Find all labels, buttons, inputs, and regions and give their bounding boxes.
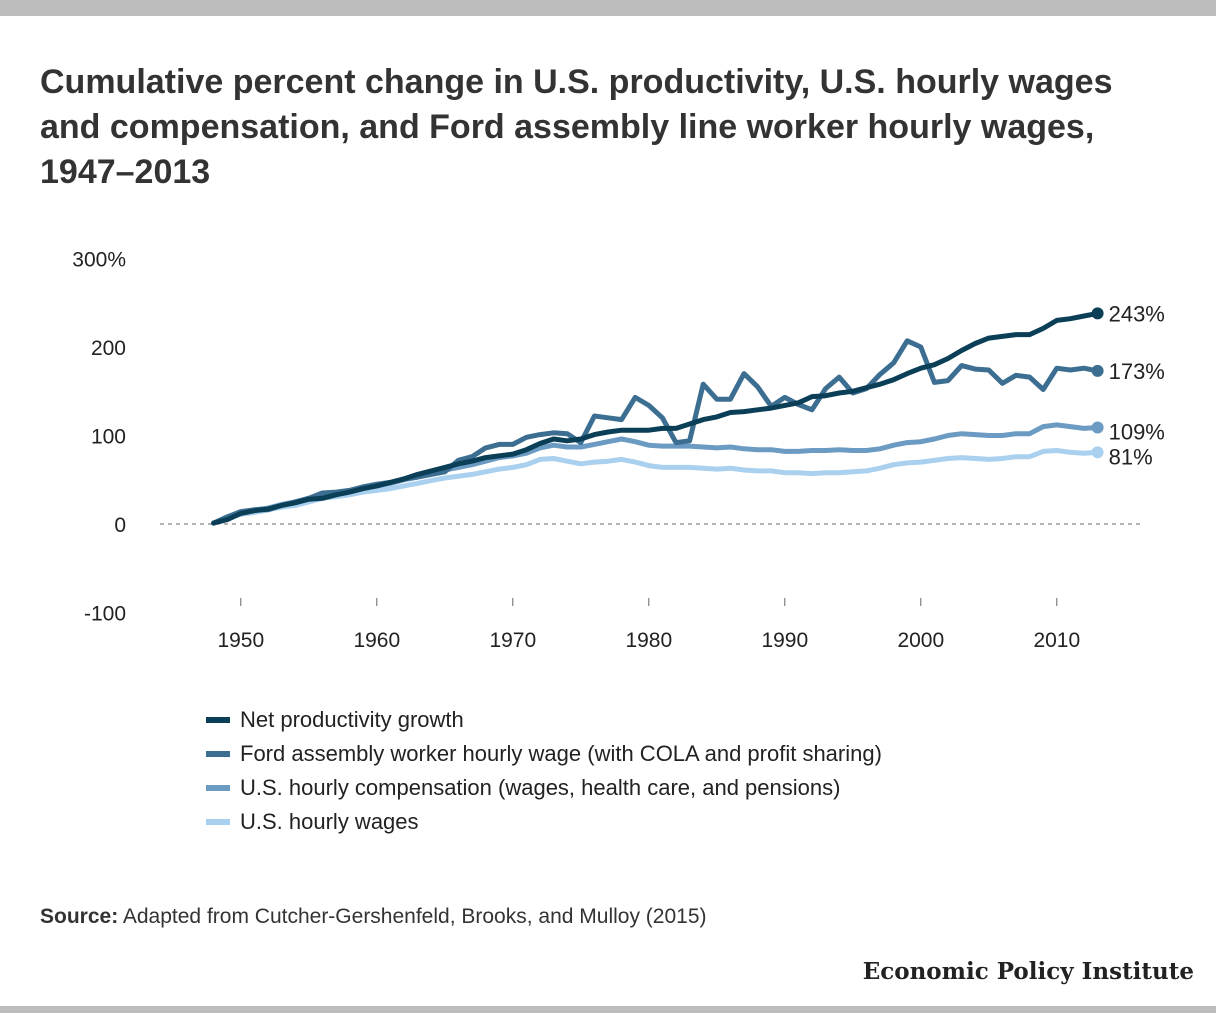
end-markers: 243% 173% 109%81% — [1091, 301, 1165, 469]
x-tick-label: 2010 — [1033, 629, 1080, 652]
x-tick-label: 1980 — [625, 629, 672, 652]
y-axis: 300% 200 100 0 -100 — [72, 249, 126, 626]
series-line — [211, 422, 1101, 526]
x-axis: 1950 1960 1970 1980 1990 2000 2010 — [217, 598, 1080, 652]
x-tick-label: 2000 — [897, 629, 944, 652]
legend: Net productivity growth Ford assembly wor… — [206, 703, 882, 839]
legend-swatch — [206, 717, 230, 723]
source-text: Adapted from Cutcher-Gershenfeld, Brooks… — [122, 905, 707, 928]
legend-item: Ford assembly worker hourly wage (with C… — [206, 737, 882, 771]
series-lines — [211, 310, 1101, 526]
legend-label: U.S. hourly wages — [240, 809, 419, 834]
source-note: Source: Adapted from Cutcher-Gershenfeld… — [40, 905, 707, 929]
series-end-label: 81% — [1109, 444, 1153, 469]
series-end-point — [1091, 446, 1104, 459]
bottom-border — [0, 1006, 1216, 1013]
y-tick-label: -100 — [84, 603, 126, 626]
x-tick-label: 1950 — [217, 629, 264, 652]
series-end-point — [1091, 421, 1104, 434]
x-tick-label: 1970 — [489, 629, 536, 652]
y-tick-label: 300% — [72, 249, 126, 272]
brand-logo: Economic Policy Institute — [862, 958, 1194, 985]
legend-label: Ford assembly worker hourly wage (with C… — [240, 741, 882, 766]
x-tick-label: 1960 — [353, 629, 400, 652]
x-tick-label: 1990 — [761, 629, 808, 652]
legend-item: U.S. hourly compensation (wages, health … — [206, 771, 882, 805]
legend-swatch — [206, 785, 230, 791]
source-label: Source: — [40, 905, 119, 928]
series-end-point — [1091, 364, 1104, 377]
y-tick-label: 200 — [91, 337, 126, 360]
chart-title: Cumulative percent change in U.S. produc… — [40, 63, 1113, 191]
series-end-label: 109% — [1109, 420, 1165, 445]
line-chart: 300% 200 100 0 -100 1950 1960 1970 1980 1990 2000… — [72, 249, 1165, 653]
series-line — [211, 310, 1101, 526]
y-tick-label: 100 — [91, 426, 126, 449]
series-line — [211, 448, 1101, 526]
legend-item: U.S. hourly wages — [206, 805, 882, 839]
legend-item: Net productivity growth — [206, 703, 882, 737]
top-border — [0, 0, 1216, 16]
series-end-label: 243% — [1109, 301, 1165, 326]
legend-label: U.S. hourly compensation (wages, health … — [240, 775, 841, 800]
series-end-point — [1091, 307, 1104, 320]
legend-swatch — [206, 819, 230, 825]
legend-label: Net productivity growth — [240, 707, 464, 732]
legend-swatch — [206, 751, 230, 757]
series-end-label: 173% — [1109, 359, 1165, 384]
y-tick-label: 0 — [114, 514, 126, 537]
